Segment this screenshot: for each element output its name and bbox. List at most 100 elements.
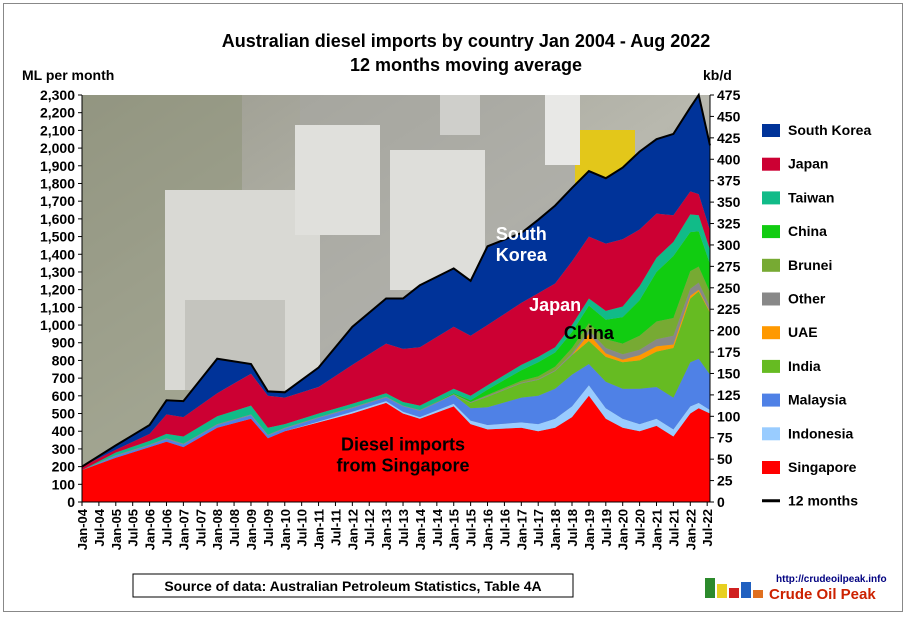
x-tick-label: Jul-05 [126, 509, 141, 547]
y2-tick-label: 175 [717, 344, 741, 360]
legend-swatch [762, 427, 780, 441]
y-tick-label: 900 [52, 335, 76, 351]
y2-tick-label: 350 [717, 194, 741, 210]
x-tick-label: Jan-22 [683, 509, 698, 550]
area-singapore [82, 395, 710, 502]
legend-label: Taiwan [788, 189, 834, 205]
area-taiwan [82, 214, 710, 471]
x-tick-label: Jul-09 [261, 509, 276, 547]
y2-tick-label: 275 [717, 258, 741, 274]
x-tick-label: Jul-14 [430, 508, 445, 546]
legend-swatch [762, 124, 780, 137]
annotation-2: China [564, 323, 615, 343]
legend-swatch [762, 258, 780, 272]
y2-tick-label: 75 [717, 430, 733, 446]
legend-swatch [762, 191, 780, 205]
legend-label: India [788, 358, 821, 374]
legend-label: Singapore [788, 459, 857, 475]
y2-tick-label: 150 [717, 365, 741, 381]
x-tick-label: Jan-07 [176, 509, 191, 550]
y-tick-label: 600 [52, 388, 76, 404]
x-tick-label: Jan-06 [143, 509, 158, 550]
x-tick-label: Jul-17 [531, 509, 546, 547]
x-tick-label: Jan-14 [413, 508, 428, 550]
source-note: Source of data: Australian Petroleum Sta… [164, 578, 541, 594]
logo-name: Crude Oil Peak [769, 586, 876, 603]
y-tick-label: 800 [52, 352, 76, 368]
y2-tick-label: 100 [717, 408, 741, 424]
x-tick-label: Jan-05 [109, 509, 124, 550]
x-tick-label: Jan-15 [447, 509, 462, 550]
x-axis: Jan-04 Jul-04 Jan-05 Jul-05 Jan-06 Jul-06 Jan-… [75, 501, 715, 550]
legend-swatch [762, 461, 780, 474]
y-tick-label: 0 [67, 494, 75, 510]
x-tick-label: Jul-16 [497, 509, 512, 547]
x-tick-label: Jan-04 [75, 508, 90, 550]
y2-tick-label: 0 [717, 494, 725, 510]
y-axis-right: 0 25 50 75 100 125 150 175 200 225 250 275 300 325 350… [709, 87, 741, 510]
y2-tick-label: 475 [717, 87, 741, 103]
legend-swatch [762, 225, 780, 239]
y-tick-label: 1,900 [40, 158, 75, 174]
legend-swatch [762, 359, 780, 373]
y2-tick-label: 50 [717, 451, 733, 467]
chart-frame [3, 3, 903, 612]
x-tick-label: Jul-19 [599, 509, 614, 547]
y-tick-label: 1,000 [40, 317, 75, 333]
y2-tick-label: 225 [717, 301, 741, 317]
x-tick-label: Jan-13 [379, 509, 394, 550]
y-tick-label: 1,700 [40, 193, 75, 209]
y2-tick-label: 450 [717, 108, 741, 124]
x-tick-label: Jan-08 [210, 509, 225, 550]
x-tick-label: Jan-17 [514, 509, 529, 550]
legend-label: China [788, 223, 827, 239]
y-tick-label: 1,800 [40, 175, 75, 191]
legend-swatch [762, 157, 780, 171]
legend-label: Other [788, 291, 826, 307]
x-tick-label: Jul-07 [193, 509, 208, 547]
x-tick-label: Jul-04 [92, 508, 107, 546]
y2-tick-label: 250 [717, 280, 741, 296]
x-tick-label: Jan-18 [548, 509, 563, 550]
y-tick-label: 1,300 [40, 264, 75, 280]
x-tick-label: Jan-20 [616, 509, 631, 550]
chart-subtitle: 12 months moving average [350, 55, 582, 75]
x-tick-label: Jan-09 [244, 509, 259, 550]
legend-label: Malaysia [788, 392, 847, 408]
legend-label: South Korea [788, 122, 871, 138]
legend-label: Brunei [788, 257, 832, 273]
x-tick-label: Jul-08 [227, 509, 242, 547]
y-tick-label: 2,300 [40, 87, 75, 103]
y-tick-label: 300 [52, 441, 76, 457]
y-tick-label: 100 [52, 476, 76, 492]
y2-tick-label: 400 [717, 151, 741, 167]
legend-swatch [762, 393, 780, 407]
x-tick-label: Jul-11 [328, 509, 343, 546]
source-box: Source of data: Australian Petroleum Sta… [132, 573, 574, 598]
y-tick-label: 400 [52, 423, 76, 439]
y-tick-label: 1,100 [40, 299, 75, 315]
legend-swatch [762, 326, 780, 340]
annotation-3: Diesel imports from Singapore [337, 435, 470, 476]
y-axis-left: 01002003004005006007008009001,0001,1001,… [40, 87, 83, 510]
x-tick-label: Jan-11 [312, 509, 327, 549]
crude-oil-peak-logo: http://crudeoilpeak.info Crude Oil Peak [705, 574, 887, 603]
y2-tick-label: 325 [717, 216, 741, 232]
legend-label: Japan [788, 156, 828, 172]
y2-axis-label: kb/d [703, 67, 732, 83]
legend-label: UAE [788, 324, 818, 340]
x-tick-label: Jul-15 [464, 509, 479, 547]
y-tick-label: 1,200 [40, 282, 75, 298]
legend-swatch [762, 292, 780, 306]
legend-label: 12 months [788, 493, 858, 509]
x-tick-label: Jan-10 [278, 509, 293, 550]
legend-label: Indonesia [788, 425, 854, 441]
y2-tick-label: 375 [717, 173, 741, 189]
x-tick-label: Jul-06 [159, 509, 174, 547]
x-tick-label: Jul-21 [666, 509, 681, 547]
annotation-1: Japan [529, 295, 581, 315]
chart-title: Australian diesel imports by country Jan… [222, 31, 711, 51]
y-tick-label: 1,500 [40, 229, 75, 245]
y-tick-label: 700 [52, 370, 76, 386]
